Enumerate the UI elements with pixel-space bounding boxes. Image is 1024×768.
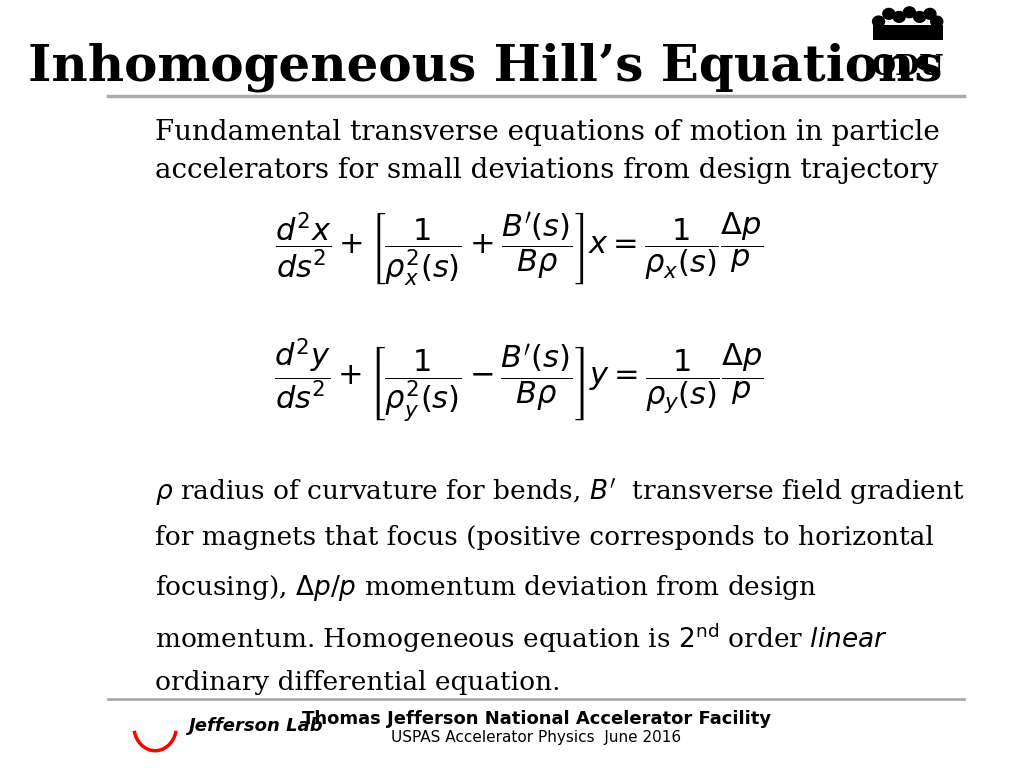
Text: Fundamental transverse equations of motion in particle
accelerators for small de: Fundamental transverse equations of moti…: [156, 119, 940, 184]
Circle shape: [924, 8, 936, 19]
Circle shape: [883, 8, 895, 19]
Text: $\dfrac{d^2x}{ds^2} + \left[\dfrac{1}{\rho_x^2\left(s\right)} + \dfrac{B^{\prime: $\dfrac{d^2x}{ds^2} + \left[\dfrac{1}{\r…: [275, 210, 763, 289]
Text: focusing), $\Delta p/p$ momentum deviation from design: focusing), $\Delta p/p$ momentum deviati…: [156, 573, 817, 603]
Text: for magnets that focus (positive corresponds to horizontal: for magnets that focus (positive corresp…: [156, 525, 934, 550]
Text: $\dfrac{d^2y}{ds^2} + \left[\dfrac{1}{\rho_y^2\left(s\right)} - \dfrac{B^{\prime: $\dfrac{d^2y}{ds^2} + \left[\dfrac{1}{\r…: [274, 336, 764, 424]
Text: Thomas Jefferson National Accelerator Facility: Thomas Jefferson National Accelerator Fa…: [301, 710, 771, 728]
FancyBboxPatch shape: [872, 25, 943, 40]
Circle shape: [931, 16, 943, 27]
Circle shape: [903, 7, 915, 18]
Circle shape: [872, 16, 885, 27]
Text: Jefferson Lab: Jefferson Lab: [189, 717, 324, 735]
Circle shape: [893, 12, 905, 22]
Text: ordinary differential equation.: ordinary differential equation.: [156, 670, 561, 695]
Text: USPAS Accelerator Physics  June 2016: USPAS Accelerator Physics June 2016: [391, 730, 681, 745]
Text: ODU: ODU: [872, 54, 945, 81]
Text: Inhomogeneous Hill’s Equations: Inhomogeneous Hill’s Equations: [28, 42, 942, 91]
Circle shape: [913, 12, 926, 22]
Text: momentum. Homogeneous equation is $2^{\mathrm{nd}}$ order $\mathit{linear}$: momentum. Homogeneous equation is $2^{\m…: [156, 621, 888, 655]
Text: $\rho$ radius of curvature for bends, $B^{\prime}$  transverse field gradient: $\rho$ radius of curvature for bends, $B…: [156, 476, 965, 508]
